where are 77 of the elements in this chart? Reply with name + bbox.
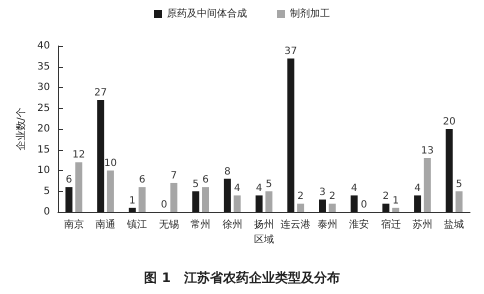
data-label: 6: [66, 174, 72, 186]
data-label: 5: [266, 178, 272, 190]
x-tick-label: 泰州: [317, 218, 338, 230]
bar: [287, 58, 294, 212]
x-tick-label: 南京: [64, 218, 84, 230]
data-label: 2: [329, 191, 336, 202]
y-axis-title: 企业数/个: [14, 107, 27, 151]
y-tick-label: 10: [37, 165, 50, 176]
text: 图 1 江苏省农药企业类型及分布: [144, 270, 340, 286]
y-tick-label: 15: [37, 144, 50, 156]
data-label: 6: [202, 174, 209, 186]
bar: [192, 191, 200, 212]
data-label: 2: [382, 191, 390, 202]
bar: [106, 170, 114, 212]
bar: [350, 195, 358, 212]
data-label: 7: [170, 170, 178, 182]
x-tick-label: 宿迁: [380, 218, 401, 230]
bar: [234, 195, 241, 212]
x-tick-label: 扬州: [254, 218, 274, 230]
bar: [265, 191, 272, 212]
bar: [382, 204, 390, 212]
bar: [297, 204, 304, 212]
x-axis-title: 区域: [254, 233, 274, 246]
data-label: 37: [284, 46, 298, 57]
data-label: 4: [414, 182, 421, 194]
data-label: 4: [234, 182, 240, 194]
bar: [65, 187, 72, 212]
bar: [128, 208, 136, 212]
legend-label: 制剂加工: [290, 8, 330, 20]
bar: [424, 158, 431, 212]
legend-label: 原药及中间体合成: [167, 8, 247, 20]
x-tick-label: 淮安: [349, 218, 370, 230]
bar: [170, 182, 178, 212]
bar: [328, 204, 336, 212]
x-tick-label: 连云港: [280, 218, 311, 230]
data-label: 20: [442, 116, 456, 128]
x-tick-label: 盐城: [444, 218, 464, 230]
data-label: 1: [129, 195, 136, 206]
y-tick-label: 40: [37, 40, 50, 52]
bar: [446, 129, 453, 212]
bar: [392, 208, 400, 212]
data-label: 0: [160, 200, 168, 210]
x-tick-label: 苏州: [412, 218, 432, 230]
y-tick-label: 5: [44, 186, 50, 197]
bar: [97, 100, 104, 212]
y-tick-label: 30: [37, 82, 50, 93]
y-tick-label: 20: [37, 124, 50, 134]
data-label: 4: [256, 182, 262, 194]
data-label: 6: [138, 174, 146, 186]
bar: [138, 187, 146, 212]
x-tick-label: 徐州: [222, 218, 242, 230]
bar: [456, 191, 463, 212]
bar: [318, 200, 326, 212]
data-label: 1: [392, 195, 399, 206]
x-tick-label: 镇江: [126, 218, 148, 230]
y-tick-label: 0: [44, 206, 50, 218]
data-label: 10: [104, 158, 117, 169]
data-label: 0: [360, 200, 368, 210]
bar: [224, 178, 231, 212]
x-tick-label: 常州: [190, 218, 211, 230]
data-label: 3: [319, 187, 326, 198]
bar: [75, 162, 82, 212]
data-label: 12: [72, 150, 86, 161]
bar: [202, 187, 210, 212]
x-tick-label: 无锡: [158, 220, 179, 230]
data-label: 5: [192, 178, 199, 190]
data-label: 13: [420, 146, 434, 157]
data-label: 8: [224, 166, 231, 178]
data-label: 2: [297, 191, 304, 202]
y-tick-label: 35: [37, 61, 50, 72]
bar: [414, 195, 422, 212]
bar: [256, 195, 263, 212]
x-tick-label: 南通: [96, 218, 116, 230]
y-tick-label: 25: [37, 102, 50, 114]
data-label: 27: [94, 87, 108, 98]
data-label: 5: [456, 178, 462, 190]
data-label: 4: [350, 182, 358, 194]
